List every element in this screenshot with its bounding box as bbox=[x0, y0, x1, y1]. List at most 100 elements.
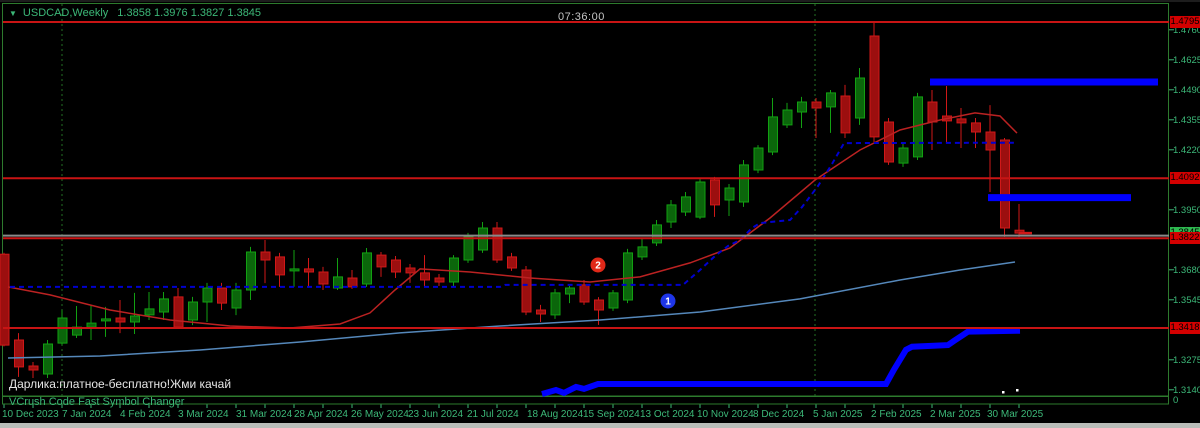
candle-body bbox=[985, 131, 996, 151]
candle-body bbox=[739, 164, 749, 203]
candle-body bbox=[0, 253, 10, 346]
date-axis-label: 13 Oct 2024 bbox=[640, 409, 695, 420]
candle-body bbox=[449, 257, 459, 283]
candle-body bbox=[231, 289, 242, 309]
candle-body bbox=[956, 118, 967, 124]
price-axis-label: 1.3680 bbox=[1173, 265, 1200, 276]
candle-body bbox=[159, 298, 169, 313]
candle-body bbox=[507, 256, 517, 269]
numbered-circle-marker bbox=[590, 257, 606, 273]
price-axis-label: 1.4220 bbox=[1173, 145, 1200, 156]
candle-body bbox=[405, 267, 416, 274]
level-price-badge: 1.4795 bbox=[1170, 16, 1200, 28]
candle-body bbox=[927, 101, 938, 123]
candle-body bbox=[579, 284, 590, 303]
date-axis-label: 10 Nov 2024 bbox=[697, 409, 754, 420]
slow-ma-line bbox=[7, 261, 1016, 359]
candle-body bbox=[434, 277, 445, 283]
price-axis-label: 1.4355 bbox=[1173, 115, 1200, 126]
date-axis-label: 28 Apr 2024 bbox=[294, 409, 348, 420]
marker-number: 1 bbox=[665, 297, 671, 308]
candle-body bbox=[768, 116, 778, 153]
date-axis-label: 7 Jan 2024 bbox=[62, 409, 112, 420]
date-axis-label: 23 Jun 2024 bbox=[408, 409, 464, 420]
candle-body bbox=[608, 292, 619, 309]
date-axis-label: 2 Mar 2025 bbox=[930, 409, 981, 420]
date-axis-label: 3 Mar 2024 bbox=[178, 409, 229, 420]
candle-body bbox=[971, 122, 981, 133]
marker-number: 2 bbox=[595, 261, 601, 272]
level-price-badge: 1.4092 bbox=[1170, 172, 1200, 184]
price-axis-label: 1.3545 bbox=[1173, 295, 1200, 306]
candle-body bbox=[724, 187, 735, 201]
date-axis-label: 26 May 2024 bbox=[351, 409, 409, 420]
candle-body bbox=[826, 92, 836, 108]
candle-body bbox=[57, 317, 68, 344]
candle-body bbox=[753, 147, 764, 171]
candle-body bbox=[492, 227, 503, 261]
date-axis-label: 5 Jan 2025 bbox=[813, 409, 863, 420]
candle-body bbox=[565, 287, 575, 295]
date-axis-label: 8 Dec 2024 bbox=[753, 409, 805, 420]
candle-body bbox=[144, 308, 155, 316]
price-axis-label: 1.4625 bbox=[1173, 55, 1200, 66]
candle-body bbox=[275, 256, 285, 276]
fractal-dot bbox=[1016, 389, 1019, 392]
candle-body bbox=[420, 272, 430, 281]
candle-body bbox=[521, 269, 532, 313]
candle-body bbox=[304, 268, 314, 273]
candle-body bbox=[260, 251, 271, 261]
candle-body bbox=[695, 181, 706, 218]
candle-body bbox=[86, 322, 97, 328]
candle-body bbox=[855, 77, 865, 119]
candle-body bbox=[550, 292, 561, 316]
date-axis-label: 4 Feb 2024 bbox=[120, 409, 171, 420]
numbered-circle-marker bbox=[660, 293, 676, 309]
date-axis-label: 31 Mar 2024 bbox=[236, 409, 293, 420]
subwindow-zero-label: 0 bbox=[1173, 395, 1179, 406]
symbol-title-row: ▼ USDCAD,Weekly 1.3858 1.3976 1.3827 1.384… bbox=[9, 7, 261, 19]
candle-body bbox=[43, 343, 53, 375]
price-axis-label: 1.3950 bbox=[1173, 205, 1200, 216]
price-axis-label: 1.4760 bbox=[1173, 25, 1200, 36]
candle-body bbox=[28, 365, 39, 371]
candle-body bbox=[782, 109, 793, 126]
date-axis-label: 10 Dec 2023 bbox=[2, 409, 59, 420]
candle-body bbox=[1000, 139, 1010, 229]
candle-body bbox=[347, 277, 358, 288]
date-axis-label: 30 Mar 2025 bbox=[987, 409, 1044, 420]
chevron-down-icon: ▼ bbox=[9, 9, 17, 18]
date-axis-label: 2 Feb 2025 bbox=[871, 409, 922, 420]
candle-body bbox=[333, 276, 343, 289]
price-axis-label: 1.4490 bbox=[1173, 85, 1200, 96]
candle-body bbox=[376, 254, 387, 268]
symbol-label: USDCAD,Weekly bbox=[22, 7, 109, 19]
candle-body bbox=[666, 204, 677, 223]
fractal-dot bbox=[1002, 391, 1005, 394]
candle-body bbox=[710, 179, 720, 206]
candle-body bbox=[188, 301, 198, 321]
candle-body bbox=[289, 268, 300, 272]
candle-body bbox=[652, 224, 662, 244]
window-bottom-edge bbox=[0, 423, 1200, 428]
candle-body bbox=[318, 271, 329, 285]
candle-body bbox=[391, 259, 401, 273]
trend-step-dashed-line bbox=[10, 141, 1018, 288]
ohlc-readout: 1.3858 1.3976 1.3827 1.3845 bbox=[117, 7, 262, 19]
candle-body bbox=[130, 315, 140, 323]
window-top-edge bbox=[0, 0, 1200, 2]
indicator-subwindow-border bbox=[2, 396, 1169, 405]
candle-body bbox=[101, 318, 111, 322]
candle-body bbox=[869, 35, 880, 138]
candle-body bbox=[536, 309, 546, 315]
level-price-badge: 1.3822 bbox=[1170, 232, 1200, 244]
candle-body bbox=[811, 101, 822, 109]
candle-body bbox=[463, 236, 474, 261]
candle-countdown-clock: 07:36:00 bbox=[558, 11, 605, 23]
candle-body bbox=[637, 246, 648, 258]
candle-body bbox=[840, 95, 851, 134]
candle-body bbox=[246, 251, 256, 291]
candle-body bbox=[681, 196, 691, 213]
